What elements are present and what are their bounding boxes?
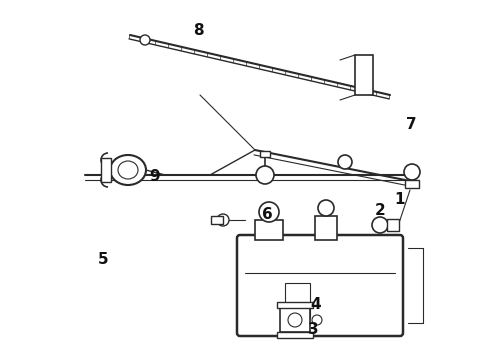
Text: 8: 8 [193,23,204,38]
Bar [255,220,283,240]
Bar [315,216,337,240]
Bar [280,308,310,332]
Circle shape [140,35,150,45]
Bar [277,332,313,338]
Text: 9: 9 [149,169,160,184]
Text: 7: 7 [406,117,417,132]
Circle shape [259,202,279,222]
FancyBboxPatch shape [237,235,403,336]
Circle shape [312,315,322,325]
Circle shape [217,214,229,226]
Text: 3: 3 [308,322,319,337]
Text: 6: 6 [262,207,272,222]
Text: 5: 5 [98,252,108,267]
Circle shape [256,166,274,184]
Circle shape [318,200,334,216]
Text: 2: 2 [374,203,385,218]
Circle shape [288,313,302,327]
Bar [277,302,313,308]
Bar [285,283,310,318]
Bar [260,151,270,157]
Text: 1: 1 [394,192,405,207]
Circle shape [404,164,420,180]
Circle shape [338,155,352,169]
Ellipse shape [118,161,138,179]
Bar [101,158,111,182]
Circle shape [372,217,388,233]
Bar [355,55,373,95]
Ellipse shape [110,155,146,185]
Bar [405,180,419,188]
Bar [211,216,223,224]
Bar [387,219,399,231]
Text: 4: 4 [311,297,321,312]
